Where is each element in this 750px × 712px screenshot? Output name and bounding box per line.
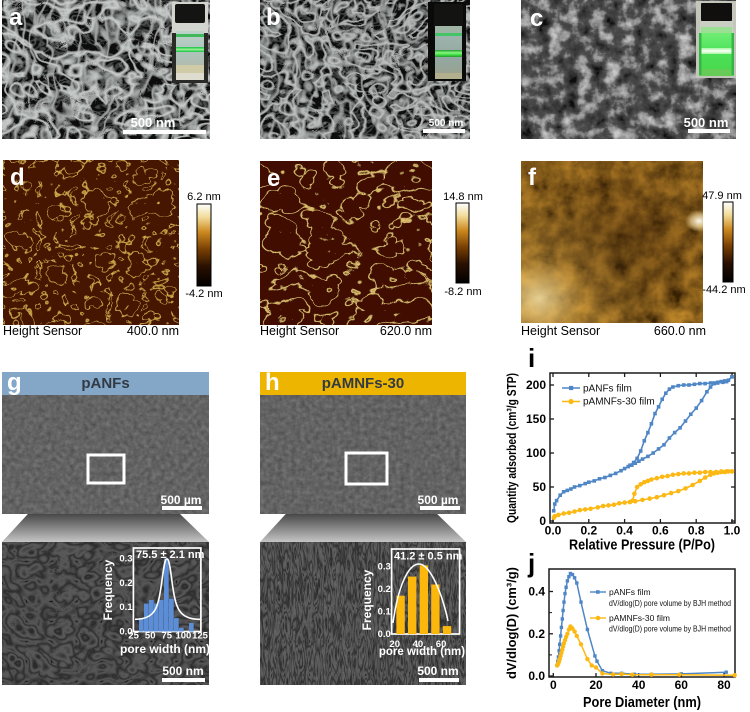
svg-text:Pore Diameter (nm): Pore Diameter (nm) [583, 695, 701, 711]
svg-text:0.4: 0.4 [528, 585, 545, 599]
svg-text:i: i [528, 345, 535, 373]
svg-text:Relative Pressure (P/Po): Relative Pressure (P/Po) [569, 538, 715, 554]
svg-text:60: 60 [436, 639, 447, 649]
svg-text:50: 50 [145, 631, 156, 642]
svg-text:80: 80 [717, 678, 731, 692]
svg-text:60: 60 [675, 678, 689, 692]
svg-text:0.2: 0.2 [119, 578, 132, 589]
svg-text:0.2: 0.2 [580, 524, 597, 538]
svg-text:41.2 ± 0.5 nm: 41.2 ± 0.5 nm [394, 551, 463, 563]
svg-text:47.9 nm: 47.9 nm [702, 190, 742, 202]
svg-text:Frequency: Frequency [101, 559, 115, 620]
svg-text:40: 40 [413, 639, 424, 649]
svg-text:0.0: 0.0 [378, 629, 391, 640]
svg-text:j: j [527, 548, 535, 578]
svg-text:pAMNFs-30 film: pAMNFs-30 film [609, 613, 670, 623]
svg-text:0.0: 0.0 [119, 626, 132, 637]
svg-text:75: 75 [162, 631, 173, 642]
svg-text:40: 40 [632, 678, 646, 692]
svg-text:0: 0 [539, 514, 546, 528]
svg-text:125: 125 [192, 631, 209, 642]
svg-text:dV/dlog(D) (cm³/g): dV/dlog(D) (cm³/g) [504, 567, 519, 679]
svg-text:0.1: 0.1 [119, 602, 133, 613]
svg-text:14.8 nm: 14.8 nm [443, 191, 483, 203]
svg-text:200: 200 [526, 378, 546, 392]
svg-text:0.1: 0.1 [378, 607, 392, 618]
svg-text:dV/dlog(D) pore volume by BJH: dV/dlog(D) pore volume by BJH method [609, 624, 731, 634]
svg-text:pANFs film: pANFs film [609, 587, 651, 597]
svg-text:25: 25 [128, 631, 139, 642]
svg-text:Quantity adsorbed (cm³/g STP): Quantity adsorbed (cm³/g STP) [504, 373, 519, 523]
svg-text:-8.2 nm: -8.2 nm [444, 286, 481, 298]
svg-text:0.0: 0.0 [528, 669, 545, 683]
svg-text:6.2 nm: 6.2 nm [187, 191, 221, 203]
svg-text:-44.2 nm: -44.2 nm [702, 284, 745, 296]
svg-text:20: 20 [589, 678, 603, 692]
svg-text:0.2: 0.2 [378, 584, 391, 595]
svg-text:75.5 ± 2.1 nm: 75.5 ± 2.1 nm [136, 549, 205, 561]
svg-text:100: 100 [526, 446, 546, 460]
svg-text:150: 150 [526, 412, 546, 426]
svg-text:-4.2 nm: -4.2 nm [185, 288, 222, 300]
svg-text:0.6: 0.6 [652, 524, 669, 538]
svg-text:0.3: 0.3 [119, 554, 132, 565]
svg-text:0.2: 0.2 [528, 627, 545, 641]
svg-text:0.0: 0.0 [545, 524, 562, 538]
svg-text:Frequency: Frequency [360, 569, 374, 630]
svg-text:dV/dlog(D) pore volume by BJH: dV/dlog(D) pore volume by BJH method [609, 598, 731, 608]
svg-text:0.8: 0.8 [688, 524, 705, 538]
svg-text:1.0: 1.0 [724, 524, 741, 538]
svg-text:50: 50 [533, 480, 547, 494]
svg-text:0.3: 0.3 [378, 562, 391, 573]
svg-text:0: 0 [550, 678, 557, 692]
svg-text:0.4: 0.4 [616, 524, 633, 538]
svg-text:20: 20 [389, 639, 400, 649]
svg-text:pANFs film: pANFs film [583, 384, 632, 395]
svg-text:pAMNFs-30 film: pAMNFs-30 film [583, 397, 655, 408]
svg-text:100: 100 [175, 631, 191, 642]
